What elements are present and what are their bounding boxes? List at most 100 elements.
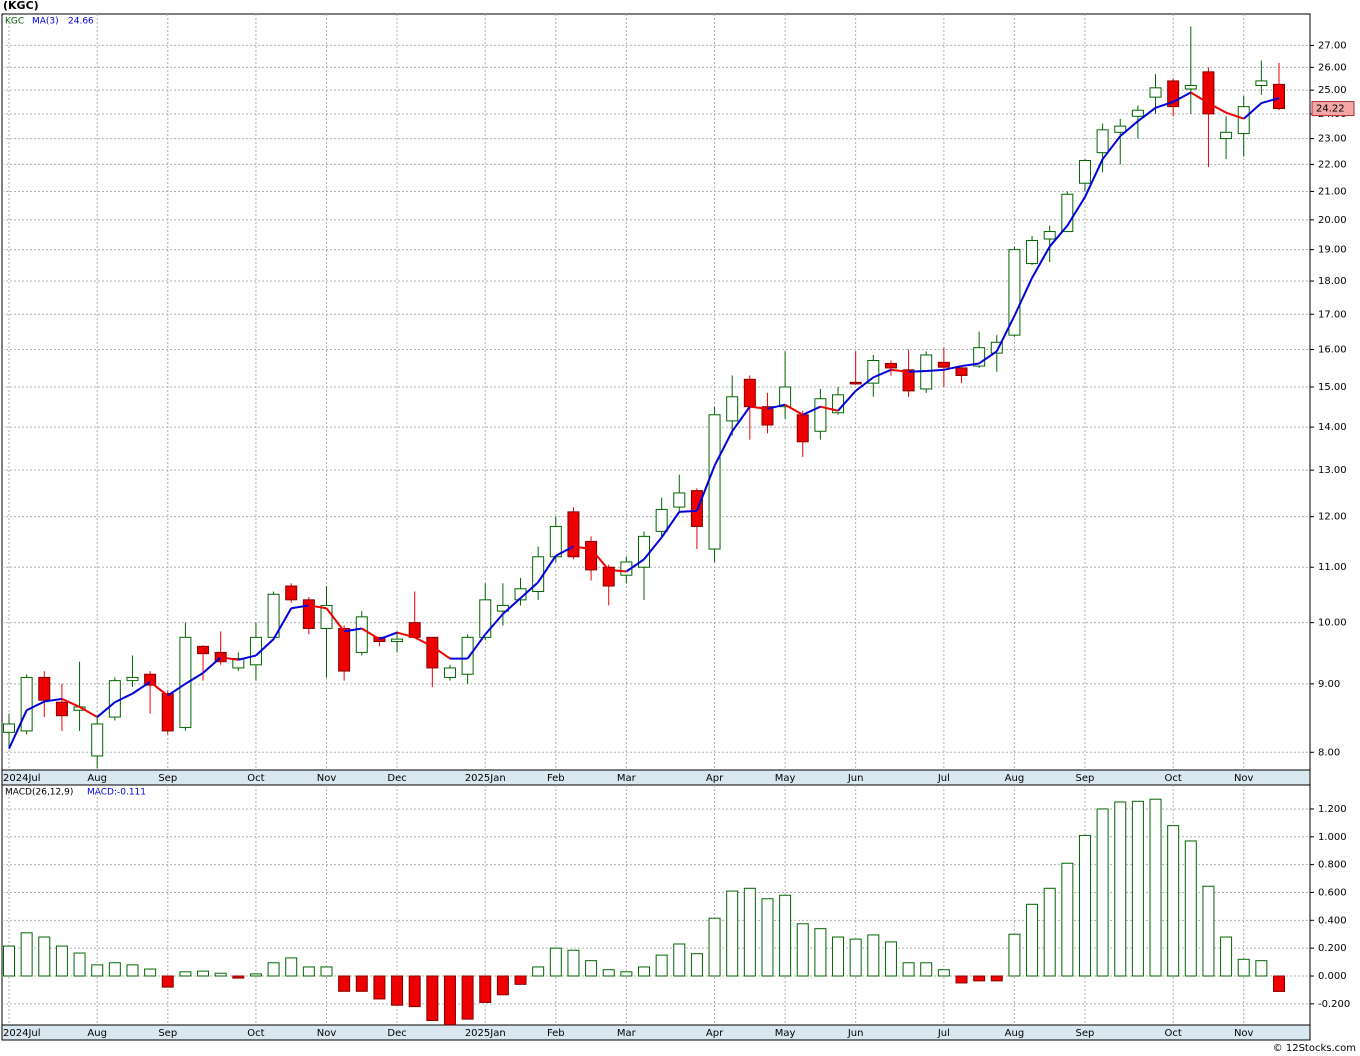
x-tick-label: 2025Jan [465,773,506,784]
macd-bar [408,975,421,1008]
candle-body [955,367,968,376]
y-tick-label: -0.200 [1318,999,1350,1010]
candle-body [126,676,139,682]
x-tick-label: Feb [547,1028,565,1039]
x-tick-label: Nov [317,1028,337,1039]
candle-body [38,676,51,701]
ma-segment [837,390,857,412]
macd-bar [214,972,227,977]
macd-bar [144,968,157,977]
candle-body [585,540,598,571]
x-tick-label: Sep [158,1028,177,1039]
macd-bar [20,932,33,977]
x-tick-label: Sep [1076,773,1095,784]
macd-bar [638,966,650,977]
ma-segment [272,607,293,640]
candle-body [1078,159,1091,184]
ma-segment [238,654,257,661]
y-tick-label: 26.00 [1318,62,1347,73]
candle-body [408,622,421,638]
ma-segment [466,633,487,660]
candle-body [1237,106,1250,135]
ma-segment [926,368,944,372]
ma-segment [502,597,522,615]
y-tick-label: 0.600 [1318,887,1347,898]
macd-bar [232,975,245,979]
macd-bar [179,971,192,977]
x-tick-label: Oct [1165,773,1182,784]
candle-body [443,667,456,678]
macd-bar [884,941,897,977]
macd-bar [267,962,280,977]
ma-segment [291,604,310,610]
y-tick-label: 8.00 [1318,747,1340,758]
ma-segment [1261,97,1280,105]
candle-body [849,381,862,385]
macd-bar [567,949,580,977]
candle-body [567,511,580,558]
macd-bar [249,973,262,977]
ma-segment [414,636,433,648]
ma-segment [749,405,768,410]
y-tick-label: 13.00 [1318,465,1347,476]
macd-bar [849,938,862,977]
candle-body [214,651,227,663]
ma-segment [343,627,362,633]
candle-body [1131,109,1144,117]
macd-bar [496,975,509,996]
x-tick-label: 2024Jul [3,1028,41,1039]
macd-bar [1061,862,1074,977]
price-panel [1,13,1311,771]
macd-bar [549,947,562,977]
ma-segment [61,697,80,708]
candle-body [1255,80,1268,87]
macd-bar [814,928,827,977]
candle-body [1273,83,1285,110]
x-tick-label: Aug [1005,1028,1025,1039]
x-tick-label: Aug [87,1028,107,1039]
ma-segment [1031,246,1051,279]
x-tick-label: Dec [387,773,406,784]
macd-bar [108,962,121,977]
macd-bar [426,975,439,1022]
ma-segment [1048,225,1069,248]
candle-body [285,585,298,601]
chart-title: (KGC) [3,0,39,12]
ma-segment [1207,102,1227,114]
candle-body [973,347,986,367]
ma-segment [978,350,998,365]
macd-bar [761,898,774,977]
legend-symbol: KGC [5,17,24,27]
x-tick-label: Dec [387,1028,406,1039]
ma-segment [44,697,63,703]
candle-body [937,361,950,368]
candle-body [355,616,368,653]
ma-segment [537,555,557,583]
macd-bar [743,887,756,977]
candle-body [179,636,192,728]
macd-bar [1026,903,1039,977]
candle-body [708,414,721,550]
candle-body [1167,80,1180,108]
ma-segment [361,627,380,640]
ma-segment [1119,120,1139,137]
x-tick-label: Nov [317,773,337,784]
y-tick-label: 15.00 [1318,382,1347,393]
candle-body [161,693,174,732]
x-tick-label: Oct [247,1028,264,1039]
candle-body [1008,249,1021,336]
y-tick-label: 20.00 [1318,215,1347,226]
ma-segment [131,681,151,695]
ma-segment [8,709,28,750]
y-tick-label: 21.00 [1318,186,1347,197]
macd-bar [338,975,351,992]
macd-bar [479,975,492,1003]
y-tick-label: 1.200 [1318,804,1347,815]
candle-body [391,638,404,643]
candle-body [814,398,827,432]
y-tick-label: 22.00 [1318,159,1347,170]
ma-segment [767,403,786,410]
ma-segment [1013,277,1033,317]
candle-body [549,525,562,558]
macd-bar [1220,936,1233,977]
